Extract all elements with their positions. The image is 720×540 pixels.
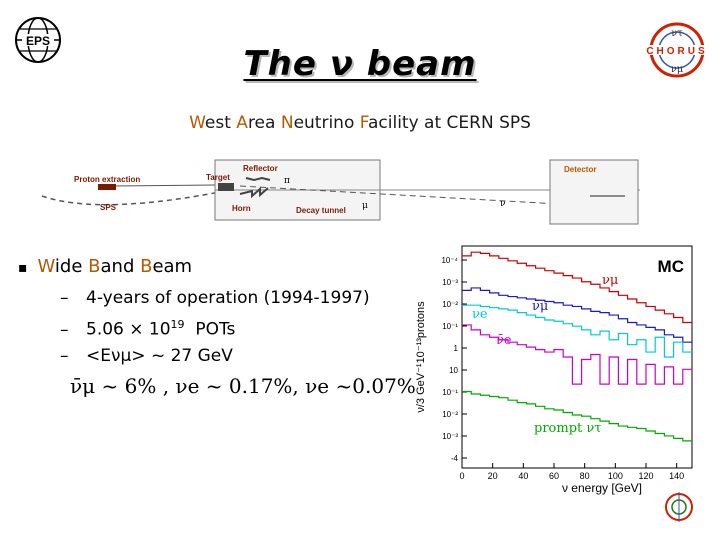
series-label: prompt ντ bbox=[534, 421, 601, 436]
text-part: est bbox=[204, 113, 237, 133]
subitem-mean-energy: – <Eνμ> ~ 27 GeV bbox=[60, 346, 233, 366]
x-tick-label: 80 bbox=[580, 471, 590, 481]
label-horn: Horn bbox=[232, 204, 251, 213]
text-part: acility at CERN SPS bbox=[367, 113, 531, 133]
subitem-operation-years: –4-years of operation (1994-1997) bbox=[60, 288, 370, 308]
x-tick-label: 60 bbox=[549, 471, 559, 481]
eps-logo: EPS bbox=[15, 17, 61, 63]
text-part: eam bbox=[152, 256, 193, 277]
bullet-square-icon: ▪ bbox=[18, 260, 28, 276]
label-decay-tunnel: Decay tunnel bbox=[296, 206, 346, 215]
accent-letter: F bbox=[359, 113, 368, 133]
y-tick-label: 10⁻¹ bbox=[442, 388, 458, 397]
y-tick-label: 10⁻³ bbox=[442, 432, 458, 441]
x-tick-label: 100 bbox=[608, 471, 623, 481]
series-label: ν̄μ bbox=[532, 299, 548, 314]
accent-letter: N bbox=[280, 113, 294, 133]
label-pi: π bbox=[284, 176, 290, 186]
accent-letter: A bbox=[236, 113, 248, 133]
target-block bbox=[218, 183, 234, 191]
y-tick-label: -4 bbox=[451, 454, 459, 463]
svg-text:νμ: νμ bbox=[671, 64, 684, 75]
series-line bbox=[462, 390, 692, 442]
pot-exponent: 19 bbox=[170, 318, 185, 331]
proton-extraction-marker bbox=[98, 184, 116, 190]
svg-text:ντ: ντ bbox=[671, 28, 683, 39]
chorus-logo: CHORUS ντ νμ bbox=[640, 22, 714, 78]
subitem-text: <Eνμ> ~ 27 GeV bbox=[86, 346, 233, 366]
x-tick-label: 40 bbox=[518, 471, 528, 481]
svg-text:EPS: EPS bbox=[26, 34, 50, 48]
text-part: and bbox=[100, 256, 141, 277]
dash-icon: – bbox=[60, 288, 69, 308]
y-tick-label: 10⁻⁴ bbox=[441, 256, 458, 265]
label-nu: ν bbox=[500, 199, 505, 209]
pot-suffix: POTs bbox=[195, 319, 236, 340]
label-mu: μ bbox=[362, 201, 368, 211]
series-line bbox=[462, 287, 692, 343]
small-logo bbox=[665, 492, 693, 522]
text-part: ide bbox=[54, 256, 89, 277]
accent-letter: B bbox=[88, 256, 101, 277]
subitem-text: 5.06 × 10 bbox=[86, 319, 171, 340]
series-line bbox=[462, 324, 692, 385]
series-line bbox=[462, 304, 692, 358]
bullet-wide-band-beam: ▪ Wide Band Beam bbox=[18, 256, 192, 277]
accent-letter: W bbox=[37, 256, 55, 277]
x-tick-label: 20 bbox=[488, 471, 498, 481]
svg-text:CHORUS: CHORUS bbox=[646, 46, 707, 57]
label-target: Target bbox=[206, 173, 230, 182]
series-label: νμ bbox=[602, 273, 618, 288]
dash-icon: – bbox=[60, 346, 69, 366]
series-label: ν̄e bbox=[496, 333, 512, 348]
label-sps: SPS bbox=[100, 203, 117, 212]
subitem-text: 4-years of operation (1994-1997) bbox=[86, 288, 370, 308]
slide-subtitle: West Area Neutrino Facility at CERN SPS bbox=[0, 113, 720, 133]
chart-title: MC bbox=[658, 257, 684, 276]
label-reflector: Reflector bbox=[243, 164, 278, 173]
flux-chart: MC 0 20 40 60 80 100 120 140 ν energy [GeV] 10⁻⁴ 10… bbox=[415, 245, 693, 495]
accent-letter: B bbox=[140, 256, 153, 277]
y-tick-label: 10⁻² bbox=[442, 410, 458, 419]
dash-icon: – bbox=[60, 319, 69, 340]
series-label: νe bbox=[472, 307, 488, 322]
y-tick-label: 10⁻² bbox=[442, 300, 458, 309]
detector-box bbox=[549, 159, 639, 225]
x-tick-label: 120 bbox=[638, 471, 653, 481]
x-axis-label: ν energy [GeV] bbox=[562, 481, 642, 495]
y-tick-label: 10⁻¹ bbox=[442, 322, 458, 331]
x-tick-label: 0 bbox=[459, 471, 464, 481]
y-axis-label: ν/3 GeV⁻¹10⁻¹³protons bbox=[415, 301, 427, 413]
flux-composition-formula: ν̄μ ~ 6% , νe ~ 0.17%, νe ~0.07% bbox=[70, 374, 416, 398]
subitem-pots: –5.06 × 1019 POTs bbox=[60, 318, 235, 340]
bullet-text: Wide Band Beam bbox=[38, 256, 193, 277]
y-tick-label: 10⁻³ bbox=[442, 278, 458, 287]
label-detector: Detector bbox=[564, 165, 596, 174]
accent-letter: W bbox=[189, 113, 205, 133]
text-part: eutrino bbox=[293, 113, 360, 133]
label-proton-extraction: Proton extraction bbox=[74, 175, 140, 184]
series-line bbox=[462, 251, 692, 324]
slide-title: The ν beam bbox=[243, 44, 477, 84]
beamline-diagram: Proton extraction SPS Target Reflector π… bbox=[41, 159, 640, 225]
y-tick-label: 1 bbox=[454, 344, 459, 353]
y-tick-label: 10 bbox=[449, 366, 458, 375]
x-tick-label: 140 bbox=[669, 471, 684, 481]
text-part: rea bbox=[247, 113, 281, 133]
